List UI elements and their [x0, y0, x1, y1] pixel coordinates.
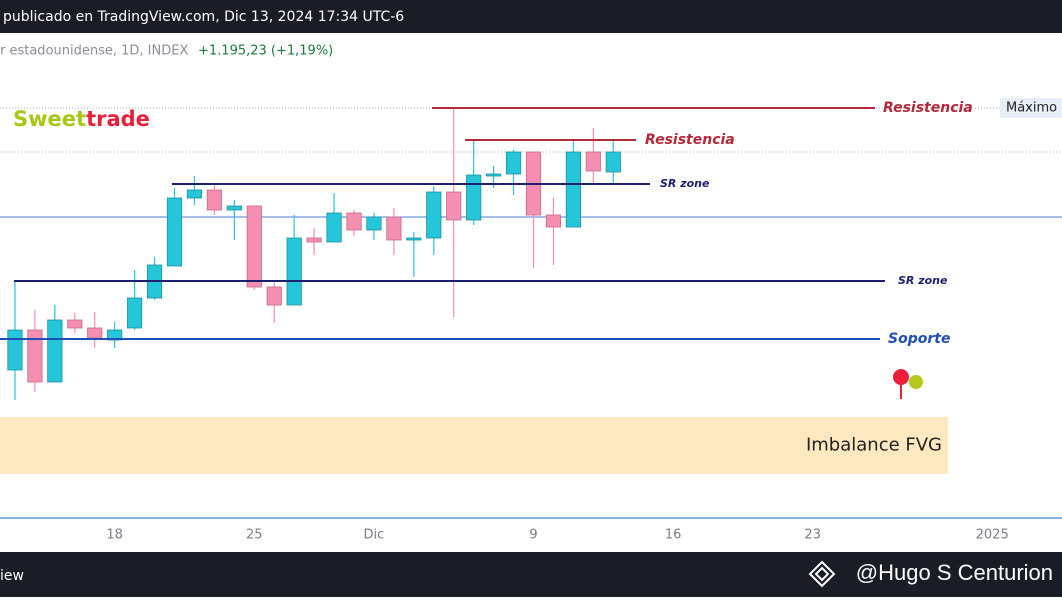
candle-body	[127, 297, 143, 329]
candle-body	[266, 286, 282, 306]
x-tick-label: 25	[246, 528, 263, 543]
candle-body	[286, 237, 302, 306]
level-label: SR zone	[660, 177, 710, 190]
candle-body	[565, 151, 581, 228]
imbalance-zone	[0, 417, 948, 474]
x-tick-label: 2025	[976, 528, 1009, 543]
candle-body	[27, 329, 43, 383]
bottom-bar	[0, 552, 1062, 597]
published: publicado en TradingView.com, Dic 13, 20…	[3, 9, 404, 25]
candle-body	[585, 151, 601, 172]
logo: Sweettrade	[13, 107, 150, 131]
candle-body	[505, 151, 522, 175]
candle-body	[446, 191, 462, 221]
watermark-icon	[808, 560, 836, 588]
candle-body	[226, 205, 242, 211]
level-label: Soporte	[888, 331, 950, 347]
sticker	[893, 369, 923, 399]
level-label: SR zone	[898, 274, 948, 287]
candle-body	[486, 173, 502, 177]
level-label: Resistencia	[645, 132, 735, 148]
candle-body	[47, 319, 63, 383]
candle-body	[326, 212, 342, 243]
candle-body	[545, 214, 562, 228]
max-label: Máximo	[1006, 101, 1057, 116]
max-label-box	[1000, 98, 1062, 118]
zone-label: Imbalance FVG	[806, 435, 942, 456]
plot: Imbalance FVG 18 25 Dic 9 16 23 2025 Resistencia…	[0, 98, 1062, 543]
candle-body	[166, 197, 183, 267]
level-label: Resistencia	[883, 100, 973, 116]
candle-body	[426, 191, 442, 239]
footer-left: iew	[0, 568, 24, 584]
candle-body	[67, 319, 83, 329]
candle-body	[246, 205, 262, 288]
symbol: r estadounidense, 1D, INDEX	[0, 44, 188, 59]
candle-body	[605, 151, 621, 173]
candle-body	[346, 212, 362, 231]
candle-body	[87, 327, 103, 339]
candle-body	[366, 216, 382, 231]
candle-body	[206, 189, 222, 211]
candle-body	[466, 174, 482, 221]
candle-body	[7, 329, 23, 371]
x-tick-label: 9	[529, 528, 537, 543]
x-tick-label: Dic	[364, 528, 385, 543]
candle-body	[406, 237, 422, 241]
candle-body	[186, 189, 203, 199]
logo-part: trade	[86, 107, 150, 131]
logo-part: Sweet	[13, 107, 86, 131]
x-tick-label: 23	[804, 528, 821, 543]
candle-body	[306, 237, 322, 243]
x-tick-label: 18	[106, 528, 123, 543]
candle-body	[386, 216, 402, 241]
x-tick-label: 16	[665, 528, 682, 543]
watermark: @Hugo S Centurion	[856, 560, 1053, 585]
top-bar	[0, 0, 1062, 33]
change: +1.195,23 (+1,19%)	[198, 44, 333, 59]
